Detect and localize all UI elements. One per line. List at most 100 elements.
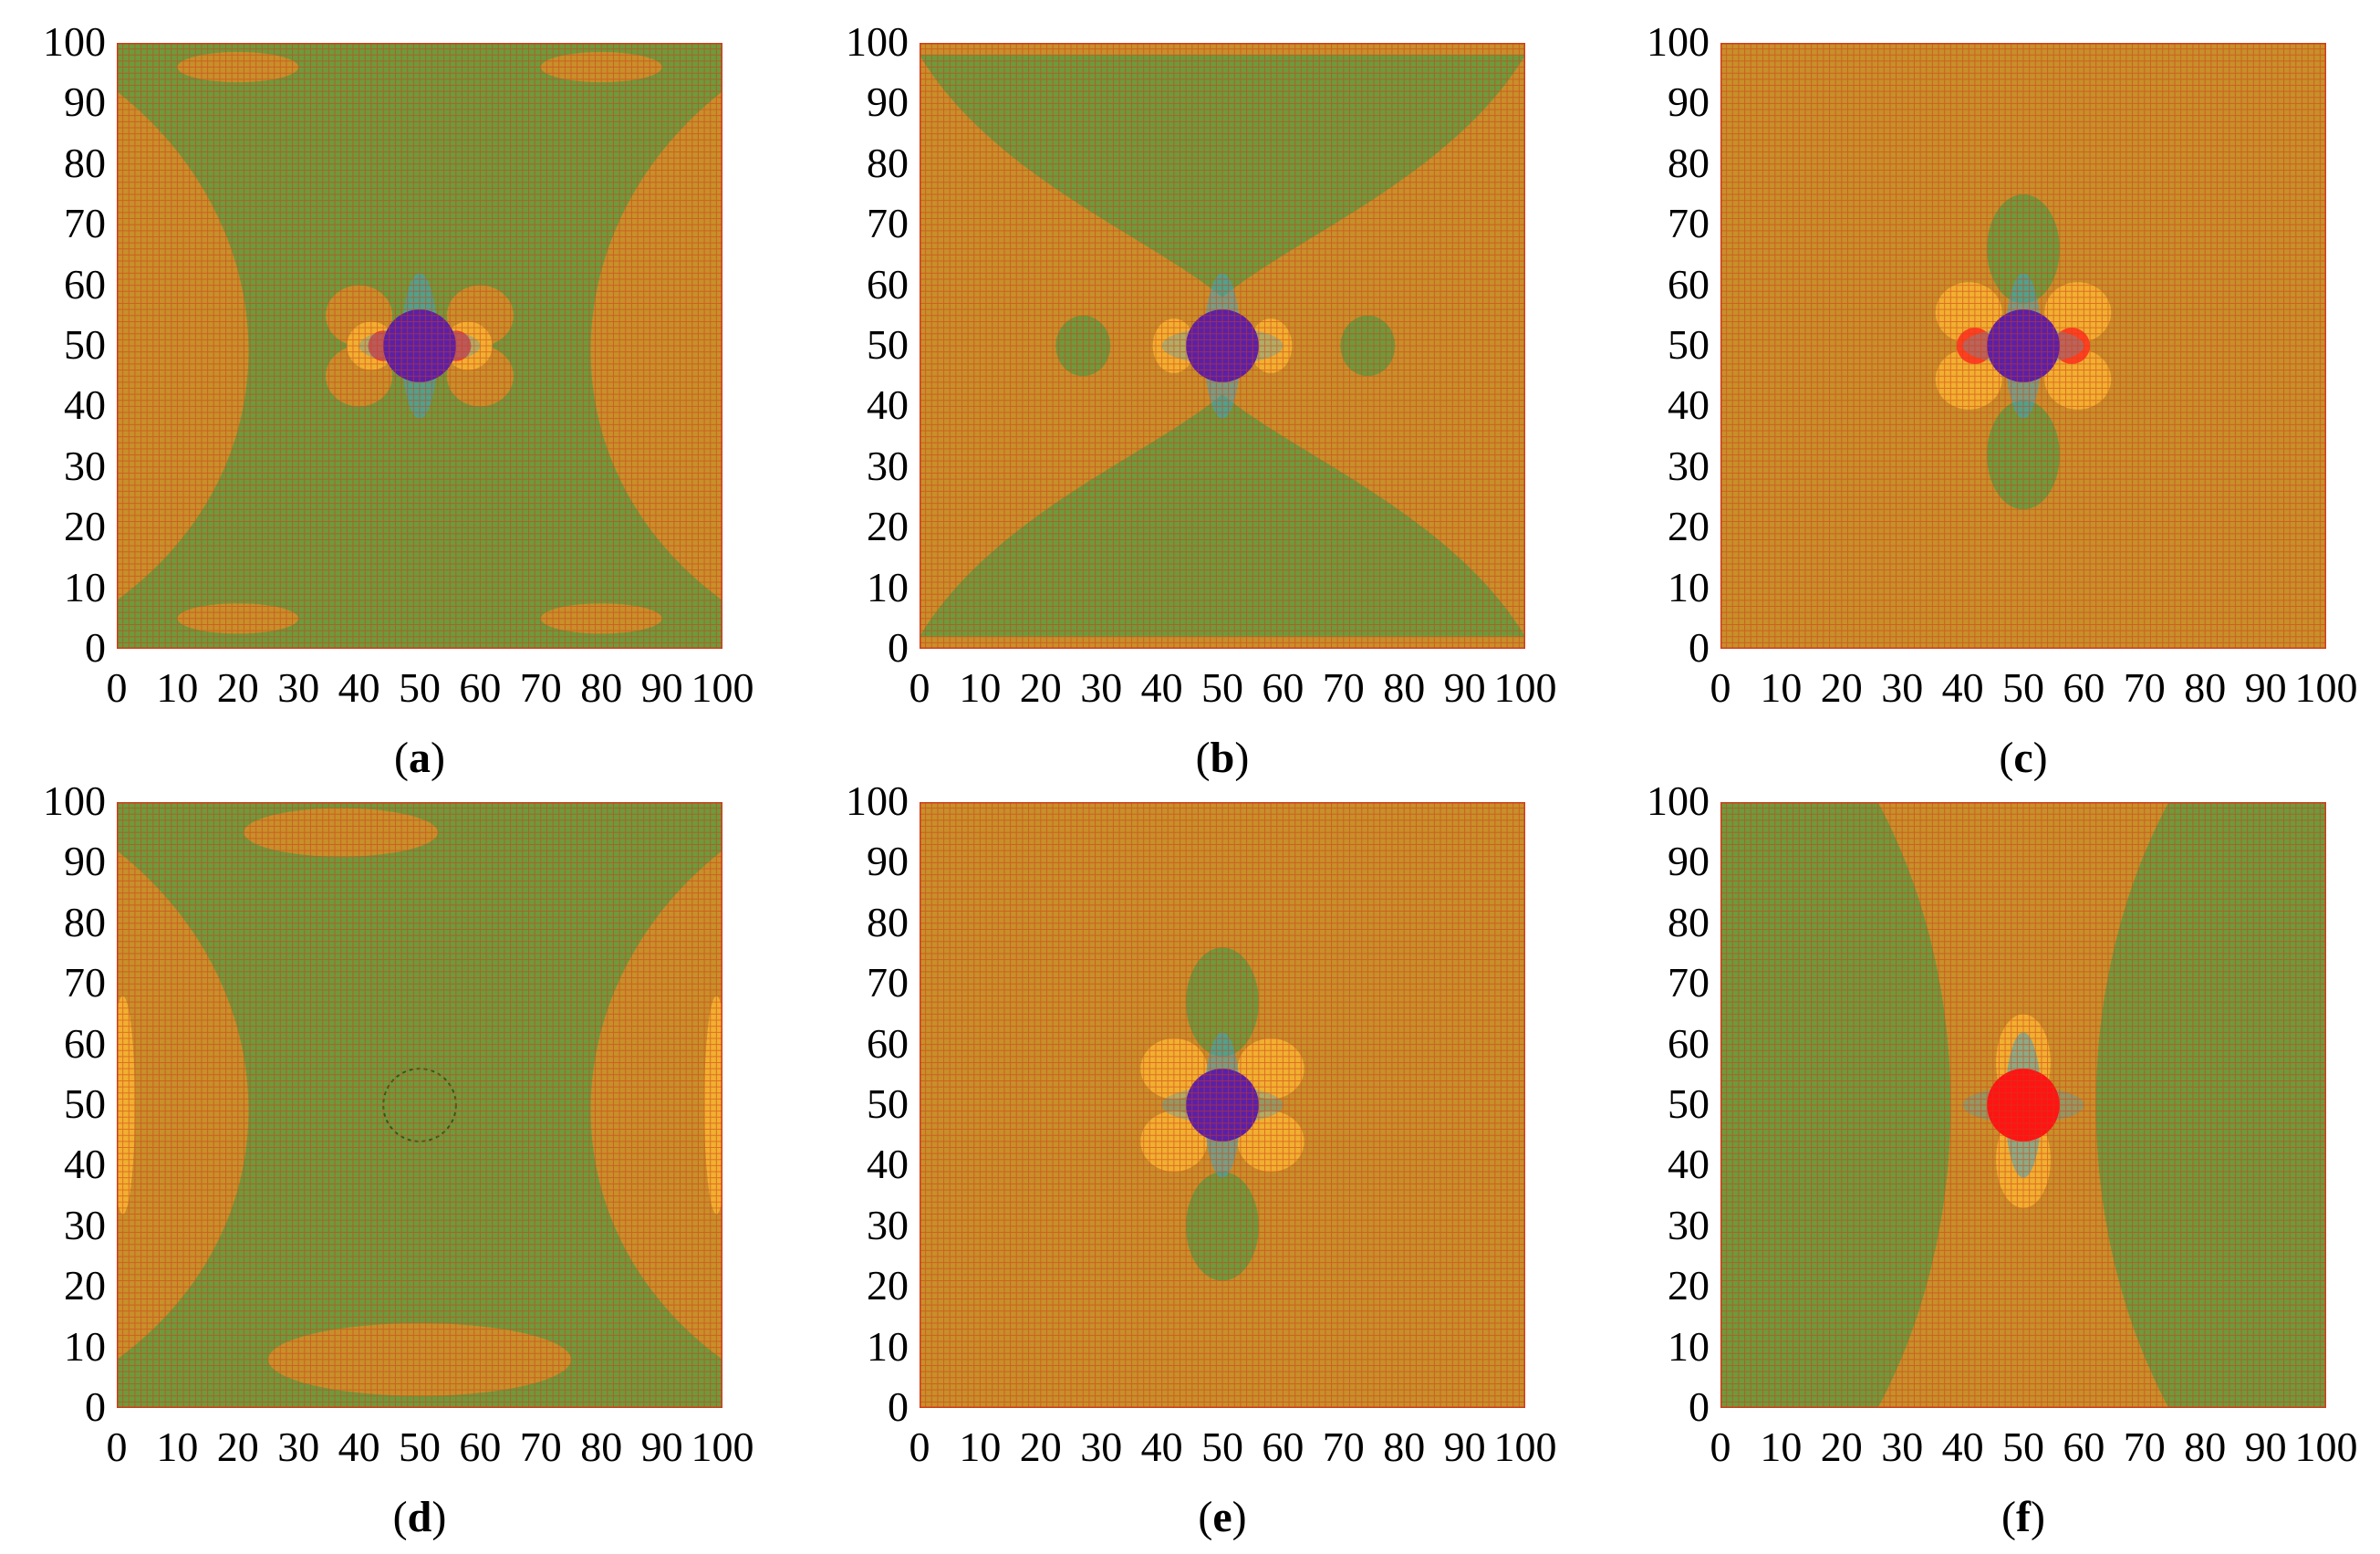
- contour-plot-c: [1720, 43, 2326, 649]
- x-tick-label: 20: [216, 1424, 259, 1470]
- x-tick-label: 80: [580, 1424, 623, 1470]
- y-tick-label: 80: [64, 139, 106, 186]
- y-tick-label: 60: [64, 1019, 106, 1067]
- y-tick-label: 20: [1668, 503, 1710, 550]
- x-tick-label: 60: [459, 664, 502, 711]
- y-tick-label: 30: [64, 1201, 106, 1248]
- y-tick-label: 100: [846, 18, 909, 65]
- x-tick-label: 70: [2123, 664, 2166, 711]
- x-tick-label: 70: [519, 664, 562, 711]
- y-tick-label: 0: [888, 624, 909, 671]
- y-tick-label: 10: [64, 563, 106, 610]
- x-tick-label: 60: [1262, 664, 1304, 711]
- x-tick-label: 10: [959, 664, 1002, 711]
- y-tick-label: 20: [867, 503, 909, 550]
- x-tick-label: 30: [277, 664, 320, 711]
- x-tick-label: 70: [519, 1424, 562, 1470]
- x-tick-label: 100: [691, 1424, 754, 1470]
- x-tick-label: 60: [459, 1424, 502, 1470]
- y-tick-label: 10: [64, 1322, 106, 1370]
- y-tick-label: 80: [867, 139, 909, 186]
- y-tick-label: 60: [867, 260, 909, 308]
- panel-caption: (b): [1195, 734, 1250, 782]
- y-tick-label: 20: [64, 1262, 106, 1309]
- x-tick-label: 20: [216, 664, 259, 711]
- y-tick-label: 100: [1647, 18, 1710, 65]
- contour-plot-f: [1720, 802, 2326, 1408]
- y-tick-label: 30: [867, 442, 909, 489]
- x-tick-label: 90: [1443, 664, 1486, 711]
- y-tick-label: 40: [64, 1141, 106, 1188]
- y-tick-label: 50: [1668, 321, 1710, 368]
- y-tick-label: 0: [888, 1383, 909, 1430]
- x-tick-label: 10: [959, 1424, 1002, 1470]
- contour-plot-d: [117, 802, 722, 1408]
- y-tick-label: 0: [85, 624, 106, 671]
- contour-svg-d: [117, 802, 722, 1408]
- x-tick-label: 80: [1383, 1424, 1426, 1470]
- y-tick-label: 90: [1668, 838, 1710, 885]
- x-tick-label: 30: [1881, 664, 1924, 711]
- x-tick-label: 90: [640, 1424, 683, 1470]
- y-tick-label: 100: [846, 777, 909, 824]
- x-tick-label: 0: [106, 664, 128, 711]
- x-tick-label: 70: [1322, 664, 1365, 711]
- y-tick-label: 70: [64, 959, 106, 1006]
- x-tick-label: 100: [1493, 1424, 1557, 1470]
- contour-plot-e: [920, 802, 1525, 1408]
- x-tick-label: 30: [1881, 1424, 1924, 1470]
- contour-svg-c: [1720, 43, 2326, 649]
- y-tick-label: 30: [867, 1201, 909, 1248]
- contour-svg-f: [1720, 802, 2326, 1408]
- contour-svg-a: [117, 43, 722, 649]
- x-tick-label: 0: [909, 664, 930, 711]
- x-tick-label: 70: [1322, 1424, 1365, 1470]
- y-tick-label: 30: [1668, 442, 1710, 489]
- x-tick-label: 50: [399, 1424, 441, 1470]
- y-tick-label: 0: [85, 1383, 106, 1430]
- y-tick-label: 40: [64, 381, 106, 429]
- x-tick-label: 0: [106, 1424, 128, 1470]
- x-tick-label: 80: [2184, 664, 2227, 711]
- mesh-grid: [920, 43, 1525, 649]
- x-tick-label: 40: [1941, 664, 1984, 711]
- contour-svg-b: [920, 43, 1525, 649]
- x-tick-label: 80: [2184, 1424, 2227, 1470]
- x-tick-label: 90: [2244, 664, 2287, 711]
- x-tick-label: 10: [156, 1424, 199, 1470]
- mesh-grid: [1720, 43, 2326, 649]
- y-tick-label: 50: [64, 321, 106, 368]
- y-tick-label: 100: [43, 777, 106, 824]
- y-tick-label: 90: [867, 838, 909, 885]
- panel-caption: (d): [392, 1493, 447, 1541]
- panel-caption: (a): [394, 734, 445, 782]
- x-tick-label: 10: [156, 664, 199, 711]
- x-tick-label: 40: [1941, 1424, 1984, 1470]
- y-tick-label: 80: [64, 898, 106, 945]
- x-tick-label: 100: [1493, 664, 1557, 711]
- x-tick-label: 50: [1201, 1424, 1243, 1470]
- y-tick-label: 20: [64, 503, 106, 550]
- x-tick-label: 60: [2063, 664, 2105, 711]
- y-tick-label: 30: [64, 442, 106, 489]
- y-tick-label: 20: [867, 1262, 909, 1309]
- x-tick-label: 60: [2063, 1424, 2105, 1470]
- y-tick-label: 70: [64, 200, 106, 247]
- x-tick-label: 40: [338, 1424, 380, 1470]
- x-tick-label: 20: [1019, 664, 1062, 711]
- y-tick-label: 60: [1668, 260, 1710, 308]
- mesh-grid: [117, 802, 722, 1408]
- x-tick-label: 50: [2002, 664, 2044, 711]
- y-tick-label: 50: [64, 1080, 106, 1127]
- y-tick-label: 40: [1668, 381, 1710, 429]
- y-tick-label: 20: [1668, 1262, 1710, 1309]
- y-tick-label: 50: [1668, 1080, 1710, 1127]
- x-tick-label: 0: [1710, 1424, 1731, 1470]
- x-tick-label: 10: [1760, 1424, 1803, 1470]
- x-tick-label: 80: [1383, 664, 1426, 711]
- x-tick-label: 20: [1019, 1424, 1062, 1470]
- x-tick-label: 90: [1443, 1424, 1486, 1470]
- mesh-grid: [117, 43, 722, 649]
- x-tick-label: 40: [338, 664, 380, 711]
- x-tick-label: 50: [399, 664, 441, 711]
